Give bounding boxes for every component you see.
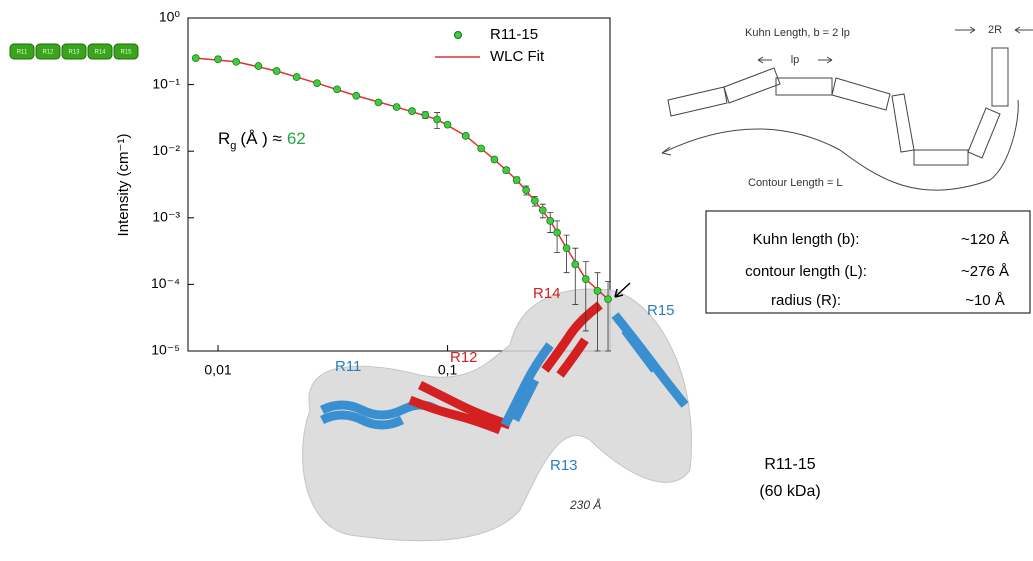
kuhn-label: Kuhn Length, b = 2 lp (745, 27, 850, 39)
wlc-diagram (661, 26, 1033, 191)
rg-annotation: Rg (Å ) ≈ 62 (218, 129, 306, 151)
data-point (581, 275, 590, 283)
y-tick-label: 10⁻³ (152, 209, 180, 225)
parameter-table (705, 210, 1031, 314)
contour-label: Contour Length = L (748, 177, 843, 189)
bead (87, 43, 113, 60)
plot-frame (187, 17, 611, 352)
data-point (333, 85, 341, 94)
construct-name: R11-15 (764, 456, 815, 473)
bead-label: R14 (94, 50, 106, 56)
data-point (191, 54, 200, 62)
data-point (593, 287, 602, 295)
bead-row: R11 R12 R13 R14 R15 (9, 43, 139, 60)
table-cell: Kuhn length (b): (753, 231, 860, 248)
table-cell: ~276 Å (961, 263, 1009, 280)
error-bar (582, 261, 589, 332)
data-point (433, 115, 441, 124)
data-point (604, 295, 612, 304)
error-bar (594, 272, 601, 352)
data-point (292, 73, 301, 81)
data-point (313, 79, 321, 88)
domain-label: R12 (450, 349, 478, 366)
x-tick-label: 0,1 (438, 362, 458, 378)
data-point (443, 120, 452, 129)
data-point (546, 216, 555, 225)
data-point (531, 196, 539, 205)
error-bar (563, 234, 570, 274)
data-point (214, 55, 222, 64)
bead-label: R12 (42, 50, 54, 56)
data-point (553, 228, 561, 237)
y-axis-label: Intensity (cm⁻¹) (115, 134, 132, 237)
data-point (522, 186, 531, 195)
data-point (461, 132, 470, 140)
construct-mass: (60 kDa) (759, 483, 820, 500)
data-point (254, 62, 263, 70)
table-cell: ~120 Å (961, 231, 1009, 248)
lp-label: lp (791, 54, 800, 66)
y-tick-label: 10⁻¹ (152, 75, 180, 91)
y-tick-label: 10⁻⁴ (151, 275, 180, 291)
rg-text: (Å ) ≈ (240, 129, 281, 148)
data-point (374, 98, 383, 107)
bead-label: R13 (68, 50, 80, 56)
y-tick-label: 10⁻² (152, 142, 180, 158)
data-point (562, 244, 571, 253)
table-cell: radius (R): (771, 292, 841, 309)
data-point (421, 111, 430, 119)
data-point (352, 91, 361, 100)
rg-value: 62 (287, 129, 306, 148)
data-point (408, 107, 416, 115)
legend-label: R11-15 (490, 26, 538, 43)
error-bar (605, 281, 612, 352)
y-tick-label: 10⁻⁵ (151, 342, 180, 358)
domain-label: R13 (550, 457, 578, 474)
legend-label: WLC Fit (490, 48, 545, 65)
bead-label: R11 (17, 50, 28, 56)
rg-subscript: g (230, 140, 236, 152)
data-point (502, 166, 511, 174)
data-point (538, 206, 547, 215)
data-point (512, 176, 521, 184)
x-tick-label: 0,01 (204, 362, 231, 378)
data-point (272, 67, 281, 75)
protein-structure (302, 282, 692, 542)
data-point (490, 155, 499, 164)
y-tick-label: 10⁰ (159, 9, 181, 25)
bead (35, 43, 61, 60)
fit-line (195, 57, 609, 300)
rg-symbol: R (218, 129, 230, 148)
bead (61, 43, 87, 60)
data-point (571, 260, 580, 269)
bead (9, 43, 35, 60)
domain-label: R11 (335, 358, 361, 375)
data-point (232, 57, 241, 66)
radius-label: 2R (988, 24, 1002, 36)
error-bar (572, 247, 579, 305)
data-point (392, 103, 401, 111)
bead (113, 43, 139, 60)
domain-label: R15 (647, 302, 675, 319)
table-cell: ~10 Å (965, 292, 1005, 309)
bead-label: R15 (120, 50, 132, 56)
data-point (477, 144, 485, 153)
domain-label: R14 (533, 285, 561, 302)
legend-marker (454, 31, 462, 39)
length-label: 230 Å (569, 497, 601, 512)
error-bar (554, 220, 561, 254)
table-cell: contour length (L): (745, 263, 867, 280)
